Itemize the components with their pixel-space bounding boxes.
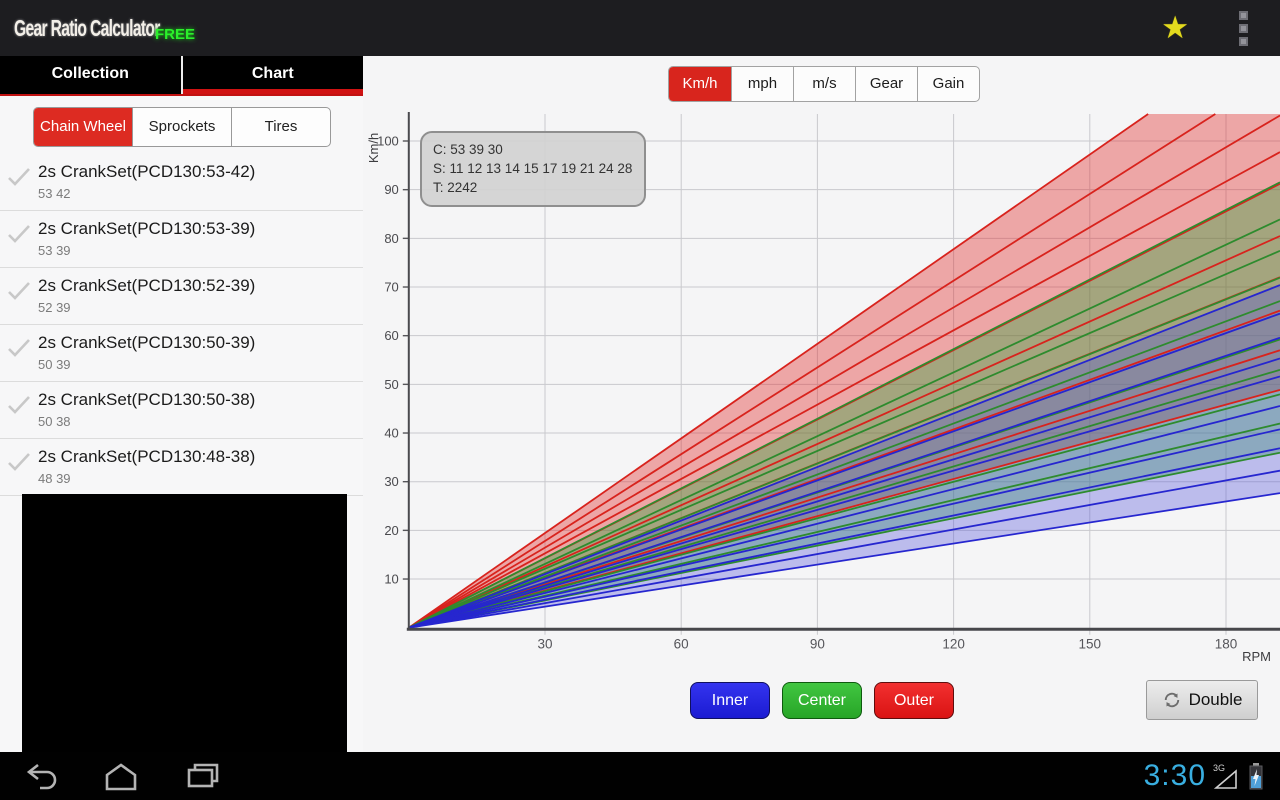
chart-tooltip: C: 53 39 30 S: 11 12 13 14 15 17 19 21 2… xyxy=(420,131,647,207)
svg-text:70: 70 xyxy=(384,280,398,295)
list-item-subtitle: 48 39 xyxy=(38,471,71,486)
battery-charging-icon xyxy=(1249,763,1263,790)
overflow-menu-icon[interactable] xyxy=(1233,5,1254,52)
tab-chart[interactable]: Chart xyxy=(180,56,364,94)
segment-tires[interactable]: Tires xyxy=(231,108,330,146)
unit-tab-gain[interactable]: Gain xyxy=(917,67,979,101)
list-item-subtitle: 52 39 xyxy=(38,300,71,315)
check-icon xyxy=(8,339,30,357)
header-actions: ★ xyxy=(1161,0,1280,56)
system-navigation-bar: 3:30 3G xyxy=(0,752,1280,800)
svg-text:30: 30 xyxy=(384,474,398,489)
list-item-subtitle: 53 42 xyxy=(38,186,71,201)
list-item[interactable]: 2s CrankSet(PCD130:53-42) 53 42 xyxy=(0,154,363,211)
svg-text:40: 40 xyxy=(384,426,398,441)
check-icon xyxy=(8,396,30,414)
svg-text:10: 10 xyxy=(384,572,398,587)
outer-button[interactable]: Outer xyxy=(874,682,954,719)
unit-tab-kmh[interactable]: Km/h xyxy=(669,67,731,101)
svg-text:RPM: RPM xyxy=(1242,649,1271,664)
list-item[interactable]: 2s CrankSet(PCD130:52-39) 52 39 xyxy=(0,268,363,325)
segment-chain-wheel[interactable]: Chain Wheel xyxy=(34,108,132,146)
svg-text:80: 80 xyxy=(384,231,398,246)
check-icon xyxy=(8,225,30,243)
app-title-group: Gear Ratio Calculator FREE xyxy=(14,0,274,56)
tooltip-tire: T: 2242 xyxy=(433,180,478,195)
favorite-star-icon[interactable]: ★ xyxy=(1161,10,1189,45)
segment-sprockets[interactable]: Sprockets xyxy=(132,108,231,146)
component-segmented-control: Chain Wheel Sprockets Tires xyxy=(33,107,331,147)
svg-text:150: 150 xyxy=(1079,637,1102,652)
unit-tab-bar: Km/h mph m/s Gear Gain xyxy=(668,66,980,102)
svg-text:120: 120 xyxy=(942,637,965,652)
inner-button[interactable]: Inner xyxy=(690,682,770,719)
gear-ratio-chart[interactable]: 10 20 30 40 50 60 70 80 90 100 30 60 90 120 150 180 Km/h… xyxy=(363,56,1280,752)
list-item-title: 2s CrankSet(PCD130:50-38) xyxy=(38,390,256,409)
svg-text:Km/h: Km/h xyxy=(366,133,381,163)
svg-text:90: 90 xyxy=(810,637,825,652)
home-icon[interactable] xyxy=(102,762,140,792)
crankset-list: 2s CrankSet(PCD130:53-42) 53 42 2s Crank… xyxy=(0,154,363,496)
list-item-subtitle: 50 38 xyxy=(38,414,71,429)
list-item-title: 2s CrankSet(PCD130:52-39) xyxy=(38,276,256,295)
list-item-title: 2s CrankSet(PCD130:53-42) xyxy=(38,162,256,181)
svg-text:100: 100 xyxy=(377,134,399,149)
app-header: Gear Ratio Calculator FREE ★ xyxy=(0,0,1280,56)
back-icon[interactable] xyxy=(24,762,62,792)
double-button-label: Double xyxy=(1188,690,1243,709)
svg-text:180: 180 xyxy=(1215,637,1238,652)
sync-icon xyxy=(1164,692,1179,708)
svg-text:50: 50 xyxy=(384,377,398,392)
check-icon xyxy=(8,168,30,186)
tooltip-sprockets: S: 11 12 13 14 15 17 19 21 24 28 xyxy=(433,161,633,176)
svg-text:90: 90 xyxy=(384,182,398,197)
left-panel: Collection Chart Chain Wheel Sprockets T… xyxy=(0,56,363,752)
double-button[interactable]: Double xyxy=(1146,680,1258,720)
signal-3g-icon: 3G xyxy=(1213,763,1237,789)
network-type-label: 3G xyxy=(1213,763,1225,773)
status-clock[interactable]: 3:30 xyxy=(1143,759,1206,792)
app-title: Gear Ratio Calculator xyxy=(14,15,160,41)
list-item-subtitle: 50 39 xyxy=(38,357,71,372)
free-badge: FREE xyxy=(155,26,196,43)
list-item[interactable]: 2s CrankSet(PCD130:53-39) 53 39 xyxy=(0,211,363,268)
svg-text:60: 60 xyxy=(674,637,689,652)
list-item[interactable]: 2s CrankSet(PCD130:48-38) 48 39 xyxy=(0,439,363,496)
unit-tab-ms[interactable]: m/s xyxy=(793,67,855,101)
list-item-title: 2s CrankSet(PCD130:53-39) xyxy=(38,219,256,238)
pane-tab-bar: Collection Chart xyxy=(0,56,363,96)
list-item-title: 2s CrankSet(PCD130:50-39) xyxy=(38,333,256,352)
svg-text:20: 20 xyxy=(384,523,398,538)
center-button[interactable]: Center xyxy=(782,682,862,719)
list-item[interactable]: 2s CrankSet(PCD130:50-38) 50 38 xyxy=(0,382,363,439)
chart-panel: 10 20 30 40 50 60 70 80 90 100 30 60 90 120 150 180 Km/h… xyxy=(363,56,1280,752)
tab-collection[interactable]: Collection xyxy=(51,65,129,82)
list-item-subtitle: 53 39 xyxy=(38,243,71,258)
check-icon xyxy=(8,282,30,300)
recents-icon[interactable] xyxy=(184,762,222,792)
unit-tab-gear[interactable]: Gear xyxy=(855,67,917,101)
check-icon xyxy=(8,453,30,471)
ad-placeholder xyxy=(22,494,347,752)
list-item[interactable]: 2s CrankSet(PCD130:50-39) 50 39 xyxy=(0,325,363,382)
svg-text:60: 60 xyxy=(384,328,398,343)
unit-tab-mph[interactable]: mph xyxy=(731,67,793,101)
list-item-title: 2s CrankSet(PCD130:48-38) xyxy=(38,447,256,466)
svg-text:30: 30 xyxy=(537,637,552,652)
tooltip-chainrings: C: 53 39 30 xyxy=(433,142,503,157)
